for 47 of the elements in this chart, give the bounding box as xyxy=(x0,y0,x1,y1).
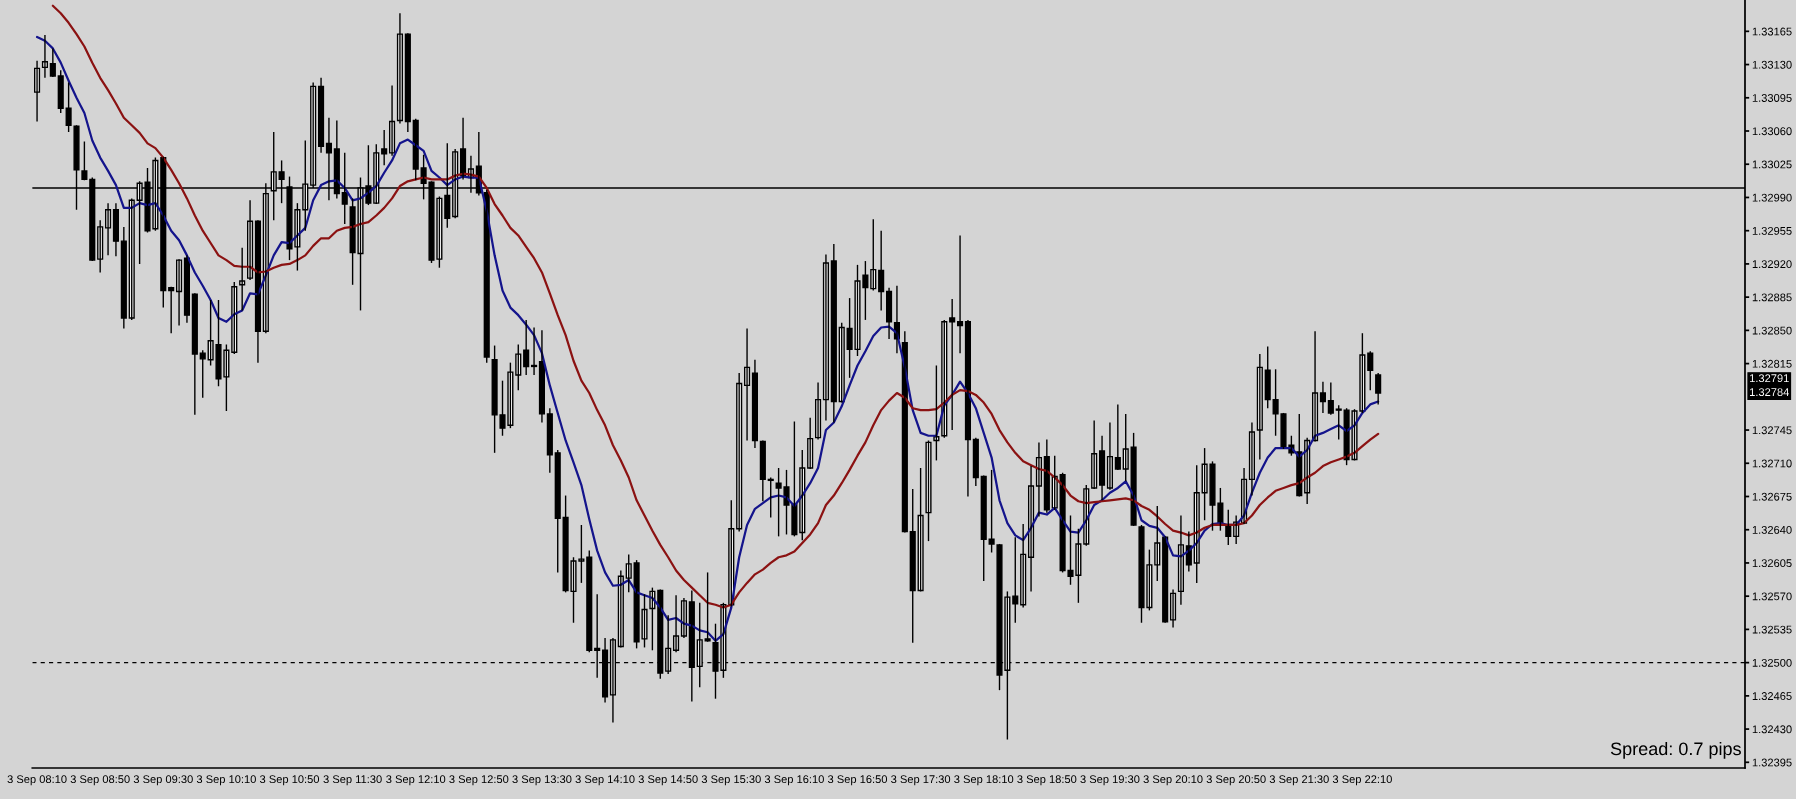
x-tick-label: 3 Sep 22:10 xyxy=(1332,775,1392,786)
y-tick-label: 1.33060 xyxy=(1752,127,1792,136)
x-tick-label: 3 Sep 19:30 xyxy=(1080,775,1140,786)
y-tick-label: 1.32430 xyxy=(1752,725,1792,734)
y-tick-label: 1.32570 xyxy=(1752,592,1792,601)
x-tick-label: 3 Sep 17:30 xyxy=(891,775,951,786)
x-tick-label: 3 Sep 08:50 xyxy=(70,775,130,786)
y-tick-label: 1.32920 xyxy=(1752,260,1792,269)
y-tick-label: 1.33165 xyxy=(1752,27,1792,36)
y-tick-label: 1.32885 xyxy=(1752,293,1792,302)
y-tick-label: 1.32465 xyxy=(1752,692,1792,700)
x-tick-label: 3 Sep 21:30 xyxy=(1269,775,1329,786)
y-tick-label: 1.32955 xyxy=(1752,226,1792,235)
x-tick-label: 3 Sep 18:10 xyxy=(954,775,1014,786)
x-tick-label: 3 Sep 16:50 xyxy=(827,775,888,786)
y-tick-label: 1.32745 xyxy=(1752,426,1792,435)
x-tick-label: 3 Sep 09:30 xyxy=(133,775,193,786)
x-tick-label: 3 Sep 11:30 xyxy=(323,775,382,786)
y-tick-label: 1.32815 xyxy=(1752,359,1792,368)
x-tick-label: 3 Sep 12:10 xyxy=(386,775,446,786)
y-tick-label: 1.32640 xyxy=(1752,525,1792,534)
x-tick-label: 3 Sep 10:10 xyxy=(196,775,256,786)
text: Spread: 0.7 pips xyxy=(1610,741,1741,759)
y-tick-label: 1.32535 xyxy=(1752,625,1792,634)
x-tick-label: 3 Sep 08:10 xyxy=(7,775,67,786)
x-tick-label: 3 Sep 20:50 xyxy=(1206,775,1266,786)
y-tick-label: 1.32990 xyxy=(1752,193,1792,202)
y-tick-label: 1.32605 xyxy=(1752,559,1792,568)
y-tick-label: 1.32675 xyxy=(1752,492,1792,501)
x-tick-label: 3 Sep 14:50 xyxy=(638,775,698,786)
y-tick-label: 1.33095 xyxy=(1752,94,1792,102)
y-tick-label: 1.33025 xyxy=(1752,160,1792,169)
x-tick-label: 3 Sep 15:30 xyxy=(701,775,761,786)
x-tick-label: 3 Sep 20:10 xyxy=(1143,775,1203,786)
text: 1.32784 xyxy=(1750,388,1789,396)
y-tick-label: 1.32850 xyxy=(1752,326,1792,335)
y-tick-label: 1.33130 xyxy=(1752,60,1792,69)
y-tick-label: 1.32710 xyxy=(1752,459,1792,468)
x-tick-label: 3 Sep 13:30 xyxy=(512,775,572,786)
y-tick-label: 1.32500 xyxy=(1752,658,1792,667)
x-tick-label: 3 Sep 10:50 xyxy=(259,775,320,786)
text: 1.32791 xyxy=(1750,374,1789,383)
x-tick-label: 3 Sep 18:50 xyxy=(1017,775,1077,786)
x-tick-label: 3 Sep 16:10 xyxy=(764,775,824,786)
y-tick-label: 1.32395 xyxy=(1752,758,1792,767)
x-tick-label: 3 Sep 12:50 xyxy=(449,775,509,786)
x-tick-label: 3 Sep 14:10 xyxy=(575,775,635,786)
